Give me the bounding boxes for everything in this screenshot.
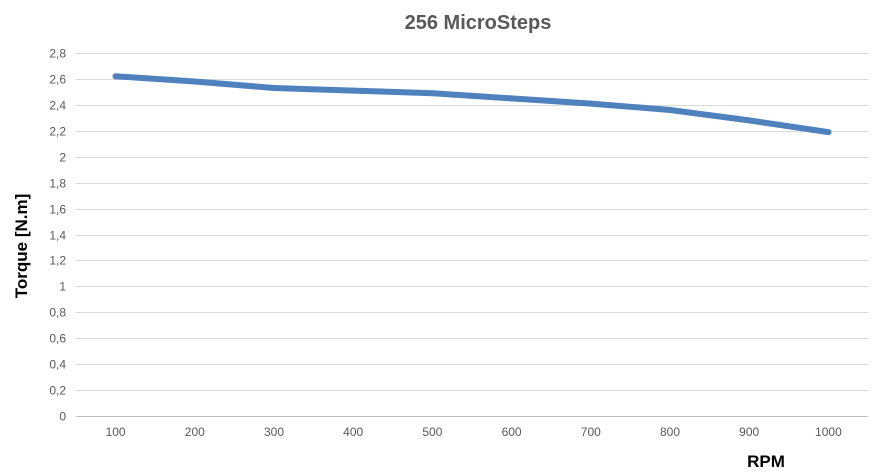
data-point	[746, 117, 753, 124]
y-tick-label: 2,6	[49, 73, 66, 87]
y-tick-label: 0,8	[49, 306, 66, 320]
y-tick-label: 1,8	[49, 177, 66, 191]
x-tick-label: 200	[185, 425, 205, 439]
y-tick-label: 0,4	[49, 358, 66, 372]
y-tick-label: 2	[59, 151, 66, 165]
chart-title: 256 MicroSteps	[405, 12, 552, 34]
y-tick-label: 0,2	[49, 384, 66, 398]
x-tick-label: 100	[106, 425, 126, 439]
y-tick-label: 1,2	[49, 254, 66, 268]
x-tick-label: 600	[502, 425, 522, 439]
data-point	[508, 95, 515, 102]
data-point	[350, 87, 357, 94]
gridlines	[76, 53, 868, 417]
data-point	[667, 107, 673, 114]
y-tick-label: 2,8	[49, 47, 66, 61]
x-tick-label: 500	[422, 425, 442, 439]
y-tick-label: 0,6	[49, 332, 66, 346]
x-axis-label: RPM	[747, 452, 785, 471]
data-point	[112, 73, 119, 80]
y-tick-label: 1,6	[49, 203, 66, 217]
x-tick-label: 400	[343, 425, 363, 439]
data-point	[587, 100, 594, 107]
x-axis-ticks: 100 200 300 400 500 600 700 800 900 1000	[106, 425, 842, 439]
data-point	[825, 129, 832, 136]
x-tick-label: 800	[660, 425, 680, 439]
series-layer	[112, 73, 832, 136]
y-tick-label: 0	[59, 410, 66, 424]
x-tick-label: 900	[739, 425, 759, 439]
data-point	[271, 85, 277, 92]
y-axis-label: Torque [N.m]	[12, 194, 31, 299]
x-tick-label: 700	[581, 425, 601, 439]
y-tick-label: 1	[59, 280, 66, 294]
data-point	[191, 78, 198, 85]
y-tick-label: 2,2	[49, 125, 66, 139]
x-tick-label: 1000	[815, 425, 842, 439]
y-tick-label: 1,4	[49, 229, 66, 243]
x-tick-label: 300	[264, 425, 284, 439]
y-tick-label: 2,4	[49, 99, 66, 113]
series-line	[112, 73, 832, 136]
data-point	[429, 90, 436, 97]
y-axis-ticks: 0 0,2 0,4 0,6 0,8 1 1,2 1,4 1,6 1,8 2 2,2 2,4 2,6 2,8	[49, 47, 66, 424]
